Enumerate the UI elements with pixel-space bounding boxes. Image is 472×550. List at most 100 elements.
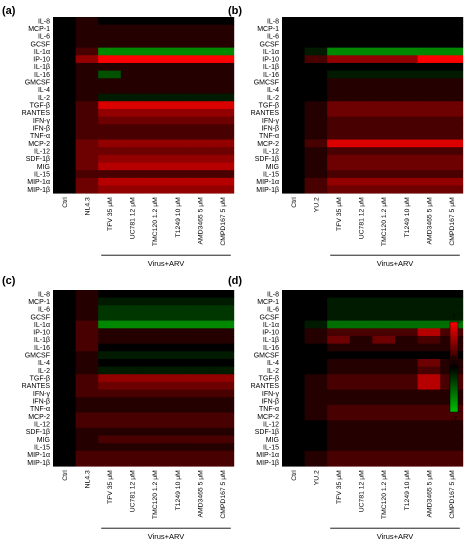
row-label: IL-15 (34, 171, 50, 178)
heatmap-cell (282, 312, 305, 322)
heatmap-cell (395, 131, 418, 140)
colorbar-tick-label: 7 (452, 312, 456, 321)
heatmap-cell (120, 70, 144, 79)
heatmap-cell (75, 47, 99, 56)
heatmap-cell (75, 420, 99, 429)
heatmap-cell (395, 162, 418, 171)
column-label: TMC120 1.2 μM (152, 470, 159, 519)
heatmap-cell (395, 420, 418, 429)
heatmap-cell (166, 397, 189, 406)
heatmap-cell (349, 297, 373, 306)
heatmap-cell (98, 427, 122, 436)
heatmap-cell (349, 412, 373, 421)
heatmap-cell (395, 47, 418, 56)
heatmap-cell (166, 101, 189, 110)
heatmap-cell (395, 374, 418, 383)
heatmap-cell (440, 162, 464, 171)
heatmap-cell (211, 328, 235, 337)
heatmap-cell (349, 312, 373, 322)
heatmap-cell (327, 70, 351, 79)
heatmap-cell (120, 328, 144, 337)
heatmap-cell (211, 312, 235, 322)
heatmap-cell (395, 85, 418, 94)
row-label: IL-8 (267, 291, 279, 298)
heatmap-cell (166, 290, 189, 299)
row-label: IL-1β (34, 337, 50, 344)
heatmap-cell (120, 404, 144, 413)
row-label: IFN-γ (262, 391, 280, 398)
heatmap-cell (120, 290, 144, 299)
heatmap-cell (327, 131, 351, 140)
heatmap-cell (166, 139, 189, 148)
heatmap-cell (166, 420, 189, 429)
row-label: MCP-2 (257, 141, 279, 148)
heatmap-cell (282, 101, 305, 110)
heatmap-cell (349, 170, 373, 179)
heatmap-panel-b: (b) IL-8MCP-1IL-6GCSFIL-1αIP-10IL-1βIL-16… (228, 5, 464, 268)
heatmap-cell (304, 24, 328, 33)
column-label: TFV 35 μM (107, 470, 114, 504)
heatmap-cell (98, 32, 122, 41)
heatmap-cell (98, 24, 122, 33)
heatmap-cell (75, 124, 99, 133)
heatmap-cell (304, 147, 328, 156)
column-label: T1249 10 μM (175, 470, 182, 511)
heatmap-cell (282, 147, 305, 156)
heatmap-cell (143, 116, 167, 125)
heatmap-cell (188, 147, 212, 156)
heatmap-cell (417, 358, 441, 367)
heatmap-cell (417, 351, 441, 360)
row-label: IFN-γ (33, 391, 51, 398)
heatmap-cell (98, 297, 122, 306)
heatmap-cell (304, 93, 328, 102)
heatmap-cell (75, 450, 99, 459)
heatmap-cell (98, 85, 122, 94)
heatmap-cell (166, 297, 189, 306)
heatmap-cell (211, 101, 235, 110)
heatmap-cell (282, 93, 305, 102)
heatmap-cell (417, 290, 441, 299)
heatmap-cell (120, 358, 144, 367)
row-label: SDF-1β (255, 429, 279, 436)
heatmap-cell (417, 185, 441, 194)
row-label: MIP-1β (27, 460, 50, 467)
heatmap-cell (282, 458, 305, 467)
heatmap-cell (143, 170, 167, 179)
heatmap-cell (120, 47, 144, 56)
heatmap-cell (53, 458, 76, 467)
heatmap-cell (372, 366, 396, 375)
heatmap-cell (327, 343, 351, 352)
heatmap-cell (304, 335, 328, 345)
heatmap-cell (372, 139, 396, 148)
row-label: MIP-1β (256, 460, 279, 467)
heatmap-cell (120, 93, 144, 102)
heatmap-cell (120, 420, 144, 429)
row-label: MCP-2 (257, 414, 279, 421)
heatmap-cell (98, 55, 122, 64)
heatmap-cell (166, 343, 189, 352)
heatmap-cell (372, 55, 396, 64)
heatmap-cell (211, 17, 235, 26)
heatmap-cell (120, 397, 144, 406)
heatmap-cell (417, 170, 441, 179)
heatmap-cell (395, 101, 418, 110)
heatmap-cell (440, 412, 464, 421)
heatmap-cell (395, 62, 418, 72)
heatmap-cell (211, 358, 235, 367)
heatmap-cell (372, 404, 396, 413)
heatmap-cell (75, 297, 99, 306)
column-label: Ctrl (291, 197, 298, 208)
heatmap-cell (372, 305, 396, 314)
heatmap-cell (98, 420, 122, 429)
heatmap-cell (395, 32, 418, 41)
row-label: MIG (37, 437, 50, 444)
heatmap-cell (349, 320, 373, 329)
heatmap-cell (304, 290, 328, 299)
heatmap-cell (304, 162, 328, 171)
heatmap-cell (395, 389, 418, 398)
heatmap-cell (282, 139, 305, 148)
heatmap-cell (282, 39, 305, 49)
heatmap-cell (417, 443, 441, 452)
heatmap-cell (75, 116, 99, 125)
heatmap-cell (304, 32, 328, 41)
